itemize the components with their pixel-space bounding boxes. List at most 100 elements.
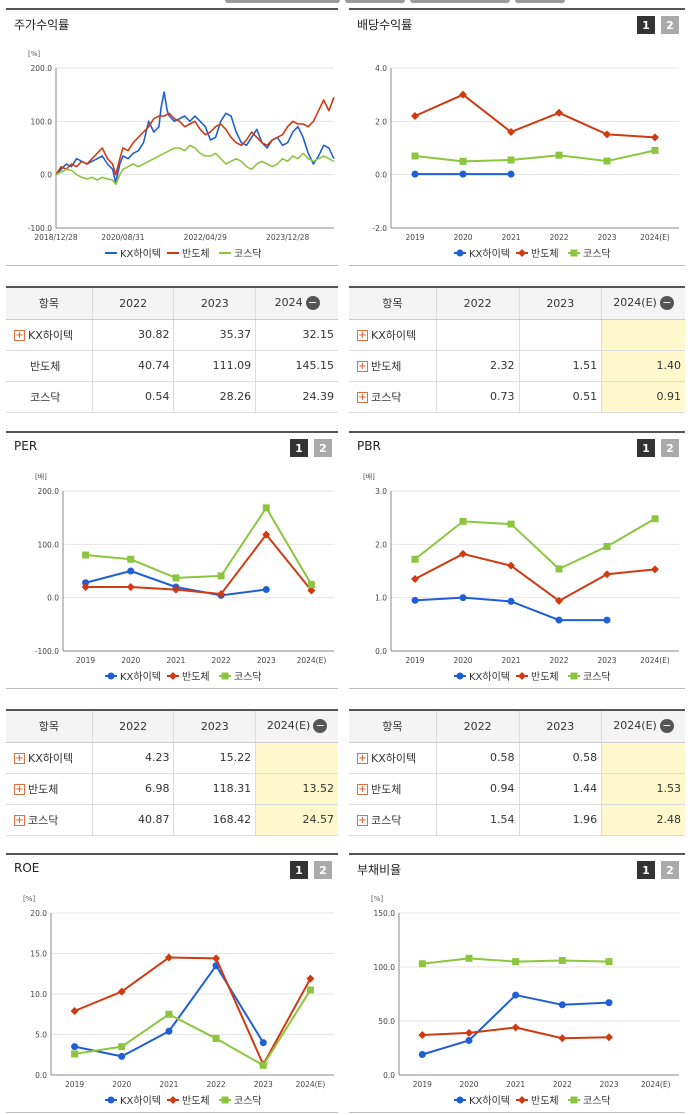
data-point (512, 958, 520, 966)
x-tick-label: 2021 (159, 1080, 178, 1089)
table-cell: 35.37 (173, 319, 256, 351)
unit-label: [%] (371, 895, 383, 903)
data-point (605, 1033, 613, 1042)
period-button-1[interactable]: 1 (290, 861, 308, 879)
data-point (555, 151, 563, 159)
y-tick-label: 50.0 (378, 1017, 395, 1026)
period-button-1[interactable]: 1 (637, 439, 655, 457)
row-label-cell[interactable]: + KX하이텍 (6, 319, 93, 351)
row-label: KX하이텍 (28, 328, 74, 342)
data-point (217, 572, 225, 580)
series-line (74, 956, 312, 1066)
unit-label: [%] (28, 50, 40, 58)
period-button-1[interactable]: 1 (637, 861, 655, 879)
period-button-2[interactable]: 2 (661, 861, 679, 879)
column-header-label: 항목 (382, 720, 403, 734)
row-label: 반도체 (371, 782, 402, 796)
x-tick-label: 2023 (257, 656, 276, 665)
data-point (555, 565, 563, 573)
y-tick-label: 2.0 (375, 540, 387, 549)
column-header-label: 2022 (119, 296, 148, 310)
data-point (82, 579, 90, 587)
y-tick-label: 0.0 (35, 1071, 47, 1080)
data-point (81, 583, 90, 591)
row-label-cell[interactable]: + KX하이텍 (6, 742, 93, 774)
data-point (306, 986, 314, 994)
data-point (126, 583, 135, 591)
x-tick-label: 2024(E) (297, 656, 327, 665)
column-header-label: 항목 (38, 720, 60, 734)
row-label-cell[interactable]: + 반도체 (6, 773, 93, 805)
expand-icon[interactable]: + (357, 330, 368, 341)
row-label-cell[interactable]: + 코스닥 (349, 381, 437, 413)
row-label-cell[interactable]: + 코스닥 (6, 804, 93, 836)
x-tick-label: 2022/04/29 (184, 233, 227, 242)
table-cell (518, 319, 602, 351)
data-point (418, 960, 426, 968)
dividend-yield-table: 항목 2022 2023 2024(E) − + KX하이텍 + 반도체 2.32 1.51 1.40… (349, 286, 685, 413)
legend-label: KX하이텍 (469, 670, 510, 683)
collapse-icon[interactable]: − (305, 296, 320, 311)
data-point (118, 1043, 126, 1051)
legend-label: 반도체 (182, 671, 210, 683)
period-button-1[interactable]: 1 (637, 16, 655, 34)
data-point (558, 1001, 566, 1009)
period-button-2[interactable]: 2 (314, 439, 332, 457)
data-point (507, 128, 515, 136)
data-point (411, 596, 419, 604)
per-table: 항목 2022 2023 2024(E) − + KX하이텍 4.23 15.22 + 반도체 6.9… (6, 709, 338, 836)
expand-icon[interactable]: + (357, 753, 368, 764)
x-tick-label: 2024(E) (640, 233, 670, 242)
expand-icon[interactable]: + (357, 815, 368, 826)
table-cell: 0.91 (601, 381, 685, 413)
row-label-cell[interactable]: + KX하이텍 (349, 319, 437, 351)
collapse-icon[interactable]: − (659, 296, 674, 311)
row-label-cell[interactable]: + KX하이텍 (349, 742, 437, 774)
period-button-1[interactable]: 1 (290, 439, 308, 457)
table-row: + KX하이텍 4.23 15.22 (6, 742, 338, 774)
collapse-icon[interactable]: − (313, 719, 328, 734)
x-tick-label: 2023 (254, 1080, 273, 1089)
legend-marker (169, 672, 177, 680)
x-tick-label: 2019 (65, 1080, 84, 1089)
series-line (55, 144, 335, 186)
table-cell: 24.57 (255, 804, 338, 836)
expand-icon[interactable]: + (357, 361, 368, 372)
y-tick-label: 100.0 (31, 117, 53, 126)
unit-label: [%] (23, 895, 35, 903)
expand-icon[interactable]: + (357, 392, 368, 403)
row-label: 반도체 (28, 782, 59, 796)
y-tick-label: 150.0 (374, 909, 396, 918)
top-tab-strip (0, 0, 691, 6)
period-toggle: 1 2 (290, 439, 332, 457)
expand-icon[interactable]: + (14, 815, 25, 826)
legend-marker (169, 1096, 177, 1104)
pbr-panel: PBR 1 2 [배] 3.0 2.0 1.0 0.0 2019 2020 2021 2022 2… (349, 431, 685, 689)
x-tick-label: 2023 (599, 1080, 618, 1089)
collapse-icon[interactable]: − (659, 719, 674, 734)
series-line (85, 533, 313, 595)
expand-icon[interactable]: + (14, 330, 25, 341)
period-button-2[interactable]: 2 (661, 439, 679, 457)
table-row: + 코스닥 1.54 1.96 2.48 (349, 804, 685, 836)
period-button-2[interactable]: 2 (661, 16, 679, 34)
legend-label: 코스닥 (583, 671, 611, 683)
expand-icon[interactable]: + (14, 784, 25, 795)
y-tick-label: 100.0 (38, 540, 60, 549)
panel-title: 배당수익률 (357, 18, 413, 32)
x-tick-label: 2020 (459, 1080, 478, 1089)
column-header: 2024(E) − (601, 711, 685, 743)
y-tick-label: 0.0 (383, 1071, 395, 1080)
period-button-2[interactable]: 2 (314, 861, 332, 879)
column-header: 2022 (91, 288, 174, 320)
data-point (262, 586, 270, 594)
row-label-cell[interactable]: + 코스닥 (349, 804, 437, 836)
panel-title: 부채비율 (357, 863, 402, 877)
expand-icon[interactable]: + (14, 753, 25, 764)
row-label-cell[interactable]: + 반도체 (349, 773, 437, 805)
expand-icon[interactable]: + (357, 784, 368, 795)
column-header: 2023 (173, 288, 256, 320)
table-cell (255, 742, 338, 774)
row-label-cell[interactable]: + 반도체 (349, 350, 437, 382)
legend-label: 반도체 (531, 248, 559, 260)
